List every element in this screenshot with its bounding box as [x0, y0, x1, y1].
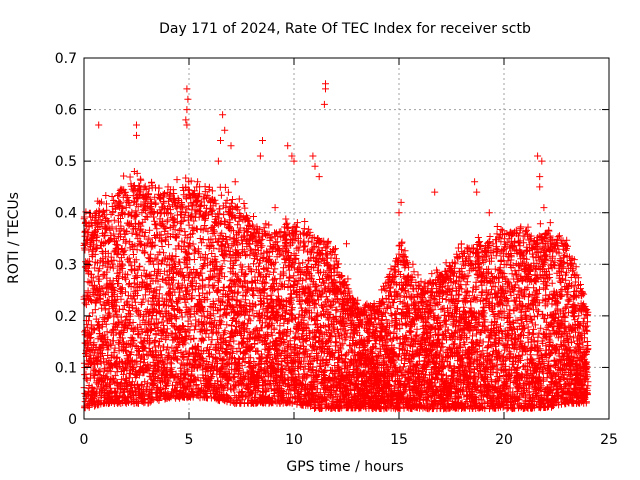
y-tick-label: 0.1 [55, 360, 77, 376]
plot-frame [83, 57, 610, 420]
y-tick-label: 0.3 [55, 257, 77, 273]
y-tick-label: 0.5 [55, 154, 77, 170]
y-tick-label: 0.2 [55, 309, 77, 325]
x-tick-label: 25 [600, 432, 618, 448]
x-tick-label: 15 [390, 432, 408, 448]
x-tick-label: 10 [285, 432, 303, 448]
y-axis-label: ROTI / TECUs [6, 192, 22, 284]
y-tick-label: 0.4 [55, 206, 77, 222]
y-tick-label: 0.7 [55, 51, 77, 67]
y-axis-ticks: 0 0.1 0.2 0.3 0.4 0.5 0.6 0.7 [55, 51, 609, 428]
x-tick-label: 20 [495, 432, 513, 448]
y-tick-label: 0 [68, 412, 77, 428]
x-axis-label: GPS time / hours [286, 459, 403, 475]
x-axis-ticks: 0 5 10 15 20 25 [80, 58, 618, 448]
x-tick-label: 0 [80, 432, 89, 448]
y-tick-label: 0.6 [55, 103, 77, 119]
chart-title: Day 171 of 2024, Rate Of TEC Index for r… [159, 21, 531, 37]
x-tick-label: 5 [185, 432, 194, 448]
